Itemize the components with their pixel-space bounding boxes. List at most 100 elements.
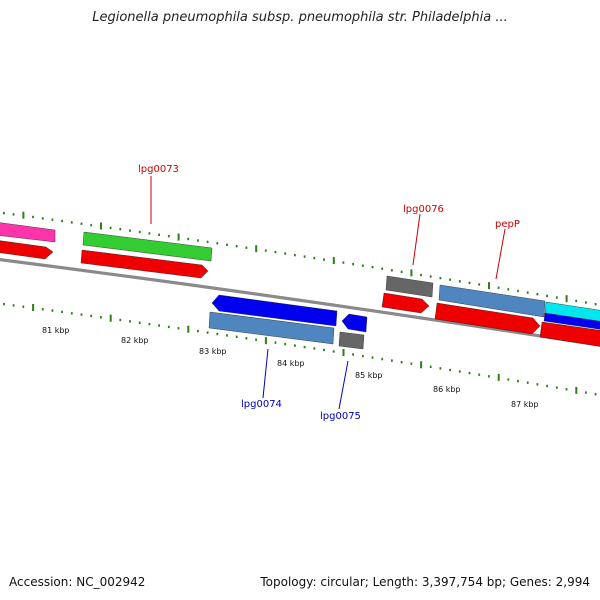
gene-label-lpg0075[interactable]: lpg0075 <box>320 411 361 422</box>
tick-mark <box>206 331 209 334</box>
tick-mark <box>177 233 180 241</box>
tick-mark <box>332 257 335 265</box>
gene-feature-lpg0074[interactable] <box>208 311 335 345</box>
gene-feature-pepP[interactable] <box>438 284 546 318</box>
tick-mark <box>526 381 529 384</box>
tick-mark <box>429 275 432 278</box>
tick-mark <box>70 312 73 315</box>
gene-feature-pink[interactable] <box>0 222 56 243</box>
tick-mark <box>497 286 500 289</box>
tick-mark <box>323 258 325 261</box>
leader-line-pepP <box>495 228 506 280</box>
tick-mark <box>264 337 267 345</box>
tick-mark <box>90 314 93 318</box>
gene-feature-blue-1[interactable] <box>211 294 338 327</box>
gene-label-lpg0074[interactable]: lpg0074 <box>241 399 282 410</box>
gene-label-pepP[interactable]: pepP <box>495 219 520 230</box>
tick-mark <box>294 253 296 257</box>
tick-mark <box>61 310 63 314</box>
tick-mark <box>32 215 34 219</box>
gene-feature-red-3[interactable] <box>381 292 430 314</box>
kbp-label-87: 87 kbp <box>511 400 539 409</box>
tick-mark <box>400 361 403 364</box>
tick-mark <box>294 344 296 347</box>
tick-mark <box>439 367 442 370</box>
tick-mark <box>420 273 422 277</box>
tick-mark <box>497 373 500 381</box>
gene-feature-lpg0075[interactable] <box>338 331 365 350</box>
tick-mark <box>274 341 277 344</box>
tick-mark <box>342 349 345 356</box>
gene-feature-red-left[interactable] <box>0 240 54 260</box>
tick-mark <box>80 313 83 316</box>
tick-mark <box>158 233 160 236</box>
tick-mark <box>458 370 461 373</box>
tick-mark <box>517 289 519 293</box>
tick-mark <box>313 347 316 350</box>
genome-summary-text: Topology: circular; Length: 3,397,754 bp… <box>260 575 590 589</box>
tick-mark <box>32 304 35 311</box>
tick-mark <box>420 361 423 369</box>
tick-mark <box>594 393 597 396</box>
tick-mark <box>488 282 490 290</box>
tick-mark <box>119 228 122 231</box>
tick-mark <box>458 280 461 283</box>
tick-mark <box>323 348 325 352</box>
tick-mark <box>129 229 131 232</box>
gene-label-lpg0076[interactable]: lpg0076 <box>403 204 444 215</box>
tick-mark <box>449 278 451 281</box>
tick-mark <box>429 365 432 368</box>
tick-mark <box>12 304 15 307</box>
tick-mark <box>284 252 287 255</box>
tick-mark <box>167 235 170 238</box>
kbp-labels: 81 kbp 82 kbp 83 kbp 84 kbp 85 kbp 86 kb… <box>42 326 539 409</box>
gene-feature-cyan[interactable] <box>544 301 600 323</box>
kbp-label-81: 81 kbp <box>42 326 70 335</box>
tick-mark <box>478 283 481 286</box>
tick-mark <box>41 217 44 220</box>
tick-mark <box>342 261 345 264</box>
gene-feature-red-2[interactable] <box>80 249 209 279</box>
kbp-label-84: 84 kbp <box>277 359 305 368</box>
tick-mark <box>410 362 413 365</box>
tick-mark <box>187 237 190 241</box>
tick-mark <box>274 250 277 254</box>
tick-mark <box>197 239 199 242</box>
gene-label-lpg0073[interactable]: lpg0073 <box>138 164 179 175</box>
tick-mark <box>352 262 354 266</box>
forward-strand-ticks <box>3 211 597 306</box>
reverse-strand-ticks <box>3 302 597 396</box>
tick-mark <box>90 223 93 227</box>
tick-mark <box>536 383 539 386</box>
tick-mark <box>22 211 25 219</box>
leader-line-lpg0075 <box>338 360 349 410</box>
tick-mark <box>80 222 83 225</box>
tick-mark <box>536 293 539 296</box>
tick-mark <box>555 296 558 299</box>
tick-mark <box>332 350 335 353</box>
leader-line-lpg0074 <box>262 348 269 399</box>
tick-mark <box>109 226 112 229</box>
tick-mark <box>167 325 170 329</box>
tick-mark <box>565 388 568 391</box>
kbp-label-86: 86 kbp <box>433 385 461 394</box>
tick-mark <box>284 342 287 346</box>
tick-mark <box>507 288 510 291</box>
tick-mark <box>216 242 219 245</box>
gene-feature-red-right[interactable] <box>539 321 600 347</box>
gene-feature-lpg0076[interactable] <box>385 275 434 298</box>
tick-mark <box>22 305 25 308</box>
tick-mark <box>565 295 568 303</box>
tick-mark <box>235 335 238 338</box>
gene-feature-lpg0073[interactable] <box>82 231 213 262</box>
gene-feature-blue-right[interactable] <box>543 312 600 330</box>
gene-feature-blue-2[interactable] <box>341 313 368 333</box>
kbp-label-82: 82 kbp <box>121 336 149 345</box>
gene-feature-red-4[interactable] <box>434 302 541 335</box>
tick-mark <box>3 302 5 306</box>
tick-mark <box>100 222 102 230</box>
accession-text: Accession: NC_002942 <box>9 575 146 589</box>
tick-mark <box>361 354 364 358</box>
tick-mark <box>158 324 160 327</box>
